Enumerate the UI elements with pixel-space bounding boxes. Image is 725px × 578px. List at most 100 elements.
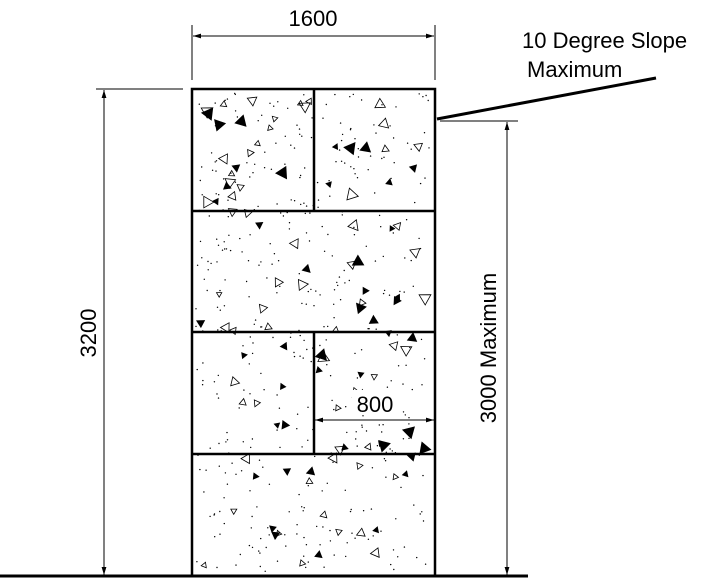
concrete-stipple-dot <box>374 192 376 194</box>
concrete-stipple-dot <box>395 518 397 520</box>
concrete-stipple-dot <box>338 276 341 278</box>
concrete-stipple-dot <box>284 135 286 137</box>
concrete-stipple-dot <box>381 431 383 433</box>
concrete-stipple-dot <box>273 253 276 255</box>
concrete-aggregate-triangle <box>279 341 288 351</box>
concrete-aggregate-triangle <box>288 238 299 250</box>
concrete-stipple-dot <box>235 473 237 475</box>
concrete-stipple-dot <box>368 328 370 330</box>
concrete-aggregate-triangle <box>211 197 219 206</box>
concrete-stipple-dot <box>254 319 257 321</box>
concrete-stipple-dot <box>327 233 329 236</box>
concrete-stipple-dot <box>304 167 306 169</box>
concrete-stipple-dot <box>404 257 406 259</box>
concrete-stipple-dot <box>225 441 227 443</box>
concrete-stipple-dot <box>199 240 202 243</box>
concrete-stipple-dot <box>218 442 220 445</box>
concrete-stipple-dot <box>402 411 405 413</box>
concrete-stipple-dot <box>216 238 218 240</box>
concrete-stipple-dot <box>265 546 267 549</box>
concrete-stipple-dot <box>332 461 334 463</box>
concrete-aggregate-triangle <box>217 153 228 165</box>
concrete-stipple-dot <box>227 199 229 201</box>
concrete-stipple-dot <box>251 438 254 440</box>
concrete-stipple-dot <box>406 142 409 144</box>
concrete-stipple-dot <box>410 148 412 150</box>
concrete-stipple-dot <box>316 181 319 184</box>
concrete-stipple-dot <box>293 355 296 358</box>
concrete-stipple-dot <box>289 336 292 338</box>
concrete-aggregate-triangle <box>314 550 323 559</box>
concrete-stipple-dot <box>236 116 239 118</box>
concrete-stipple-dot <box>373 124 375 126</box>
concrete-aggregate-triangle <box>275 529 283 537</box>
concrete-aggregate-triangle <box>319 510 328 519</box>
concrete-aggregate-triangle <box>372 526 380 534</box>
concrete-stipple-dot <box>329 529 331 532</box>
concrete-aggregate-triangle <box>346 260 357 271</box>
concrete-stipple-dot <box>245 280 248 283</box>
concrete-stipple-dot <box>246 162 248 164</box>
concrete-stipple-dot <box>296 124 298 126</box>
concrete-aggregate-triangle <box>368 314 379 324</box>
concrete-stipple-dot <box>326 364 328 366</box>
concrete-stipple-dot <box>196 561 198 563</box>
concrete-stipple-dot <box>384 460 387 462</box>
concrete-aggregate-triangle <box>392 473 400 481</box>
concrete-stipple-dot <box>422 96 424 98</box>
concrete-stipple-dot <box>319 344 321 347</box>
concrete-stipple-dot <box>411 388 413 391</box>
concrete-stipple-dot <box>329 195 331 197</box>
concrete-stipple-dot <box>390 177 392 180</box>
concrete-stipple-dot <box>261 114 263 117</box>
concrete-stipple-dot <box>385 451 387 453</box>
slope-leader-line <box>436 76 657 121</box>
concrete-stipple-dot <box>424 177 426 179</box>
concrete-aggregate-triangle <box>230 508 238 516</box>
concrete-stipple-dot <box>376 445 379 447</box>
concrete-stipple-dot <box>333 289 336 291</box>
concrete-stipple-dot <box>334 93 336 96</box>
concrete-stipple-dot <box>344 489 346 491</box>
concrete-stipple-dot <box>284 163 286 165</box>
concrete-stipple-dot <box>231 462 233 464</box>
concrete-stipple-dot <box>395 106 397 108</box>
concrete-stipple-dot <box>242 441 244 443</box>
concrete-stipple-dot <box>352 93 354 96</box>
concrete-stipple-dot <box>299 174 302 177</box>
concrete-stipple-dot <box>362 415 364 417</box>
concrete-aggregate-triangle <box>335 404 342 412</box>
concrete-aggregate-triangle <box>392 221 402 232</box>
concrete-stipple-dot <box>279 446 281 449</box>
concrete-aggregate-triangle <box>389 225 396 232</box>
concrete-stipple-dot <box>226 439 229 441</box>
concrete-aggregate-triangle <box>374 97 387 109</box>
concrete-stipple-dot <box>202 362 204 364</box>
concrete-aggregate-triangle <box>203 195 215 209</box>
concrete-stipple-dot <box>307 406 309 408</box>
concrete-aggregate-triangle <box>236 184 245 192</box>
concrete-aggregate-triangle <box>358 298 367 307</box>
concrete-aggregate-triangle <box>200 107 214 121</box>
concrete-stipple-dot <box>355 431 357 433</box>
concrete-stipple-dot <box>215 160 218 162</box>
concrete-stipple-dot <box>296 413 299 415</box>
concrete-stipple-dot <box>375 132 377 134</box>
concrete-aggregate-triangle <box>269 525 277 533</box>
concrete-stipple-dot <box>351 532 353 534</box>
concrete-stipple-dot <box>383 458 386 460</box>
concrete-stipple-dot <box>303 536 305 539</box>
concrete-stipple-dot <box>333 317 335 319</box>
concrete-stipple-dot <box>410 259 412 262</box>
concrete-stipple-dot <box>305 544 308 546</box>
concrete-aggregate-triangle <box>253 399 262 408</box>
inner-width-label-bg <box>352 390 398 414</box>
concrete-stipple-dot <box>397 556 399 558</box>
concrete-stipple-dot <box>228 234 230 236</box>
concrete-stipple-dot <box>223 241 225 243</box>
concrete-stipple-dot <box>353 168 355 170</box>
concrete-aggregate-triangle <box>247 148 255 158</box>
concrete-stipple-dot <box>260 537 262 540</box>
concrete-stipple-dot <box>263 167 266 169</box>
concrete-stipple-dot <box>250 446 252 449</box>
